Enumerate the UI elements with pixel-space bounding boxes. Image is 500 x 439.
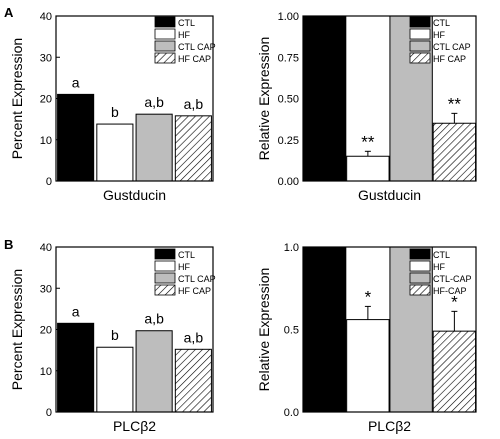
legend-swatch — [154, 52, 176, 64]
bar-ctl — [302, 246, 347, 413]
y-tick-label: 0.50 — [278, 94, 299, 106]
bar-ctl-cap — [135, 113, 173, 182]
legend-label: HF-CAP — [433, 286, 467, 296]
legend-label: CTL CAP — [178, 274, 216, 284]
legend-swatch — [409, 284, 431, 296]
y-tick-label: 10 — [40, 366, 52, 378]
bar-annotation: a,b — [184, 329, 204, 345]
y-tick-label: 1.0 — [284, 242, 299, 254]
y-tick-label: 1.00 — [278, 11, 299, 23]
bar-annotation: a — [72, 303, 80, 319]
y-axis-label: Percent Expression — [9, 269, 25, 390]
y-tick-label: 20 — [40, 94, 52, 106]
y-axis-label: Relative Expression — [256, 37, 272, 161]
bar-annotation: ** — [361, 132, 375, 151]
legend-label: CTL — [433, 250, 450, 260]
bar-hf — [346, 155, 390, 182]
chart-plcb2-percent: a b a,b a,b 0 10 20 30 40 Percent Expression PLCβ2… — [9, 242, 216, 434]
legend: CTL HF CTL CAP HF CAP — [154, 248, 216, 296]
bar-ctl — [57, 93, 95, 182]
legend: CTL HF CTL-CAP HF-CAP — [409, 248, 472, 296]
bar-annotation: a,b — [184, 96, 204, 112]
legend-swatch — [409, 28, 431, 40]
legend-swatch — [154, 272, 176, 284]
y-tick-label: 0.5 — [284, 325, 299, 337]
x-axis-label: PLCβ2 — [113, 418, 156, 434]
bar-ctl-cap — [389, 246, 433, 413]
legend-label: CTL — [433, 18, 450, 28]
y-tick-label: 30 — [40, 283, 52, 295]
legend-label: CTL — [178, 18, 195, 28]
bar-hf — [96, 346, 134, 413]
x-axis-label: PLCβ2 — [368, 418, 411, 434]
legend-swatch — [409, 52, 431, 64]
y-tick-label: 0.0 — [284, 407, 299, 419]
bar-ctl-cap — [135, 330, 173, 413]
legend-swatch — [154, 248, 176, 260]
bar-annotation: ** — [448, 94, 462, 113]
bar-annotation: * — [365, 287, 372, 306]
legend-label: HF CAP — [433, 54, 466, 64]
bar-annotation: b — [111, 104, 119, 120]
legend-label: HF CAP — [178, 54, 211, 64]
y-tick-label: 0 — [46, 176, 52, 188]
legend-swatch — [409, 272, 431, 284]
bar-annotation: a,b — [144, 311, 164, 327]
bar-annotation: a — [72, 74, 80, 90]
bar-annotation: a,b — [144, 94, 164, 110]
y-tick-label: 40 — [40, 11, 52, 23]
legend-swatch — [154, 284, 176, 296]
legend-label: CTL — [178, 250, 195, 260]
legend-label: HF — [433, 262, 445, 272]
x-axis-label: Gustducin — [358, 187, 421, 203]
bar-ctl — [57, 322, 95, 413]
bar-hf — [96, 123, 134, 182]
bar-hf-cap — [174, 348, 212, 413]
y-tick-label: 40 — [40, 242, 52, 254]
panel-label-a: A — [4, 5, 14, 20]
y-tick-label: 0 — [46, 407, 52, 419]
chart-gustducin-relative: ** ** 0.00 0.25 0.50 0.75 1.00 Relative Express… — [256, 11, 477, 203]
legend-swatch — [154, 260, 176, 272]
panel-label-b: B — [4, 237, 13, 252]
bar-annotation: * — [451, 292, 458, 311]
legend-swatch — [154, 16, 176, 28]
legend-swatch — [409, 248, 431, 260]
legend-label: CTL CAP — [178, 42, 216, 52]
bar-hf-cap — [174, 115, 212, 182]
bar-hf-cap — [432, 330, 477, 413]
legend-swatch — [409, 40, 431, 52]
y-tick-label: 20 — [40, 325, 52, 337]
y-axis-label: Percent Expression — [9, 38, 25, 159]
legend-swatch — [409, 16, 431, 28]
y-axis-label: Relative Expression — [256, 268, 272, 392]
y-tick-label: 0.75 — [278, 52, 299, 64]
y-tick-label: 0.25 — [278, 135, 299, 147]
bar-hf — [346, 319, 390, 413]
legend: CTL HF CTL CAP HF CAP — [409, 16, 471, 64]
y-tick-label: 30 — [40, 52, 52, 64]
legend-swatch — [154, 28, 176, 40]
legend-label: HF — [178, 262, 190, 272]
legend-swatch — [154, 40, 176, 52]
bar-hf-cap — [432, 122, 477, 182]
legend-label: CTL CAP — [433, 42, 471, 52]
legend-label: HF — [433, 30, 445, 40]
legend: CTL HF CTL CAP HF CAP — [154, 16, 216, 64]
bar-annotation: b — [111, 327, 119, 343]
legend-label: CTL-CAP — [433, 274, 472, 284]
y-tick-label: 10 — [40, 135, 52, 147]
legend-swatch — [409, 260, 431, 272]
y-tick-label: 0.00 — [278, 176, 299, 188]
chart-plcb2-relative: * * 0.0 0.5 1.0 Relative Expression PLCβ2 CTL HF… — [256, 242, 477, 434]
legend-label: HF — [178, 30, 190, 40]
chart-gustducin-percent: a b a,b a,b 0 10 20 30 40 Percent Expression Gustd… — [9, 11, 216, 203]
x-axis-label: Gustducin — [103, 187, 166, 203]
bar-ctl — [302, 15, 347, 182]
legend-label: HF CAP — [178, 286, 211, 296]
